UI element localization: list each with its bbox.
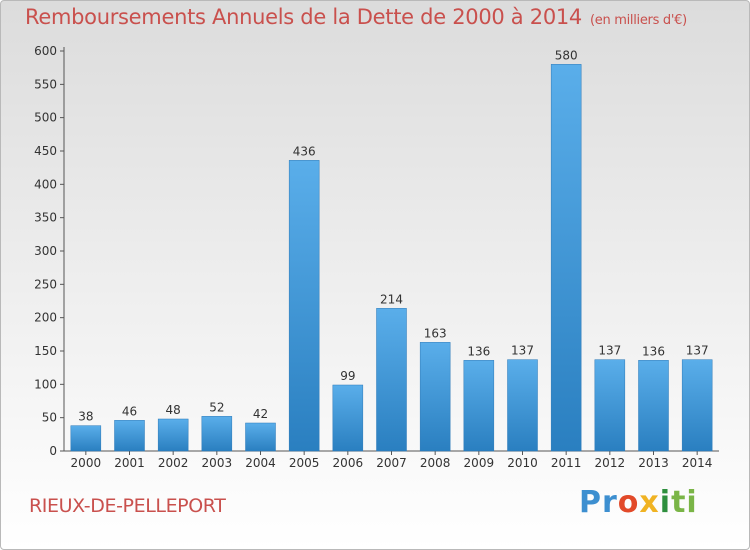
bar-2007 [376,308,407,452]
bar-value-label: 38 [78,410,93,424]
unit-note: (en milliers d'€) [590,13,687,28]
x-tick-label: 2003 [202,456,233,470]
y-tick-label: 150 [34,344,57,358]
bar-2013 [638,360,669,452]
bar-2011 [550,64,582,452]
bar-2009 [463,360,495,452]
bar-2008 [419,342,451,452]
y-tick-label: 250 [34,277,57,291]
bar-2005 [288,160,320,452]
bar-value-label: 580 [555,48,578,62]
bar-labels: 38 46 48 52 42 436 99 214 163 136 137 580 137 136 137 [78,48,708,423]
bar-2012 [594,359,626,452]
x-tick-label: 2000 [71,456,102,470]
bars [70,64,713,452]
bar-2006 [332,384,364,452]
bar-value-label: 99 [340,369,355,383]
bar-2001 [114,420,145,452]
x-tick-label: 2002 [158,456,189,470]
bar-value-label: 137 [598,344,621,358]
x-tick-label: 2009 [464,456,495,470]
y-tick-label: 100 [34,377,57,391]
y-tick-label: 50 [42,411,57,425]
bar-2014 [681,359,713,452]
x-tick-label: 2013 [638,456,669,470]
bar-value-label: 48 [166,403,181,417]
y-tick-label: 300 [34,244,57,258]
chart-title: Remboursements Annuels de la Dette de 20… [25,5,687,29]
proxiti-logo: Proxiti [579,485,698,520]
bar-2003 [201,416,233,452]
bar-2010 [507,359,538,452]
y-tick-label: 450 [34,144,57,158]
bar-2000 [70,425,102,452]
bar-value-label: 46 [122,404,137,418]
y-tick-label: 600 [34,44,57,58]
y-tick-label: 0 [49,444,57,458]
bar-value-label: 163 [424,326,447,340]
bar-2002 [157,418,189,452]
bar-value-label: 52 [209,400,224,414]
bar-value-label: 136 [642,344,665,358]
x-tick-label: 2006 [333,456,364,470]
bar-value-label: 214 [380,292,403,306]
bar-value-label: 137 [511,344,534,358]
x-tick-label: 2005 [289,456,320,470]
y-tick-label: 550 [34,77,57,91]
y-tick-label: 350 [34,211,57,225]
bar-value-label: 436 [293,144,316,158]
x-tick-label: 2007 [376,456,407,470]
x-tick-label: 2008 [420,456,451,470]
bar-value-label: 137 [686,344,709,358]
x-tick-label: 2001 [114,456,145,470]
bar-value-label: 136 [467,344,490,358]
x-tick-label: 2014 [682,456,713,470]
chart-title-text: Remboursements Annuels de la Dette de 20… [25,5,582,29]
y-tick-label: 400 [34,177,57,191]
x-tick-label: 2004 [245,456,276,470]
axes: 0 50 100 150 200 250 300 350 400 450 500 550 600 2000… [34,44,719,470]
x-tick-label: 2011 [551,456,582,470]
place-name: RIEUX-DE-PELLEPORT [29,495,226,517]
bar-2004 [245,422,276,452]
bar-value-label: 42 [253,407,268,421]
x-tick-label: 2012 [595,456,626,470]
x-tick-label: 2010 [507,456,538,470]
y-tick-label: 200 [34,311,57,325]
y-tick-label: 500 [34,111,57,125]
